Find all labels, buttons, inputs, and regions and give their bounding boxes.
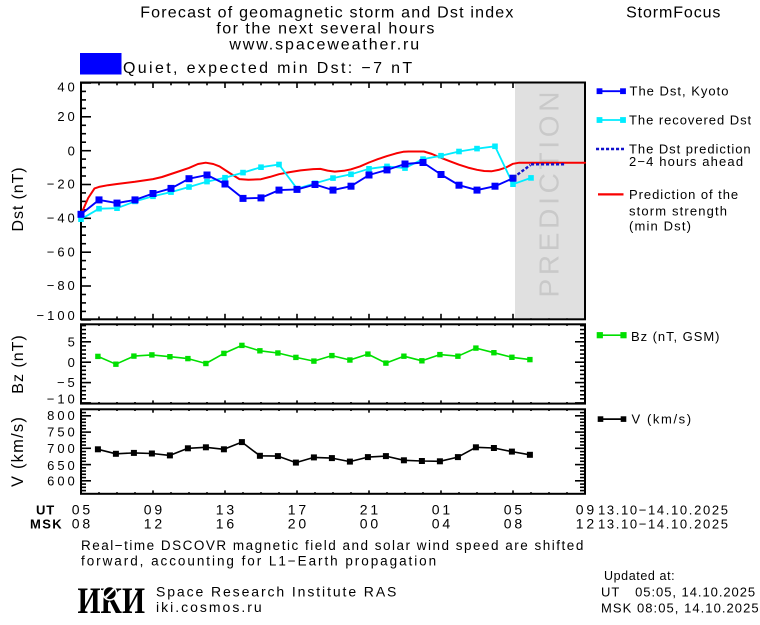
svg-text:16: 16 (216, 516, 237, 532)
svg-text:The Dst, Kyoto: The Dst, Kyoto (630, 84, 730, 99)
svg-text:Real−time DSCOVR magnetic fiel: Real−time DSCOVR magnetic field and sola… (81, 538, 585, 553)
svg-text:−40: −40 (47, 211, 78, 226)
svg-text:13: 13 (216, 502, 237, 518)
svg-text:www.spaceweather.ru: www.spaceweather.ru (228, 37, 421, 54)
svg-text:The recovered Dst: The recovered Dst (629, 112, 752, 127)
svg-text:V (km/s): V (km/s) (9, 416, 27, 487)
svg-text:700: 700 (47, 441, 78, 456)
svg-text:Dst (nT): Dst (nT) (10, 167, 27, 232)
svg-text:Bz (nT): Bz (nT) (10, 334, 27, 393)
svg-text:13.10−14.10.2025: 13.10−14.10.2025 (598, 503, 730, 518)
svg-text:2−4 hours ahead: 2−4 hours ahead (629, 154, 744, 169)
svg-text:−80: −80 (47, 278, 78, 293)
svg-text:−5: −5 (57, 375, 78, 390)
svg-text:05: 05 (504, 502, 525, 518)
svg-text:05: 05 (72, 502, 93, 518)
svg-text:MSK 08:05, 14.10.2025: MSK 08:05, 14.10.2025 (601, 601, 760, 616)
svg-text:PREDICTION: PREDICTION (534, 86, 565, 298)
svg-text:storm strength: storm strength (629, 204, 728, 219)
svg-text:UT 05:05, 14.10.2025: UT 05:05, 14.10.2025 (601, 585, 756, 600)
svg-text:−100: −100 (37, 308, 78, 323)
svg-text:01: 01 (432, 502, 453, 518)
svg-text:650: 650 (47, 458, 78, 473)
svg-text:−20: −20 (47, 177, 78, 192)
svg-text:The Dst prediction: The Dst prediction (629, 142, 752, 157)
svg-text:MSK: MSK (30, 517, 63, 532)
svg-text:UT: UT (36, 503, 55, 518)
svg-text:09: 09 (576, 502, 597, 518)
svg-text:00: 00 (360, 516, 381, 532)
svg-text:(min Dst): (min Dst) (629, 219, 692, 234)
svg-text:17: 17 (288, 502, 309, 518)
svg-text:12: 12 (576, 516, 597, 532)
svg-text:0: 0 (68, 143, 78, 158)
svg-text:40: 40 (57, 79, 77, 94)
svg-text:Forecast of geomagnetic storm: Forecast of geomagnetic storm and Dst in… (140, 5, 514, 22)
svg-text:Bz (nT, GSM): Bz (nT, GSM) (631, 329, 720, 344)
svg-text:5: 5 (68, 335, 78, 350)
svg-text:for the next several hours: for the next several hours (216, 21, 436, 38)
svg-text:08: 08 (72, 516, 93, 532)
svg-text:13.10−14.10.2025: 13.10−14.10.2025 (598, 517, 730, 532)
svg-text:12: 12 (144, 516, 165, 532)
svg-text:forward, accounting for L1−Ear: forward, accounting for L1−Earth propaga… (81, 554, 438, 569)
svg-text:Quiet, expected min Dst: −7 nT: Quiet, expected min Dst: −7 nT (123, 60, 415, 77)
svg-text:StormFocus: StormFocus (626, 5, 721, 22)
svg-text:Space Research Institute RAS: Space Research Institute RAS (156, 584, 398, 600)
svg-text:V (km/s): V (km/s) (632, 412, 693, 427)
svg-text:09: 09 (144, 502, 165, 518)
svg-text:0: 0 (68, 355, 78, 370)
svg-text:20: 20 (288, 516, 309, 532)
svg-text:20: 20 (57, 109, 77, 124)
svg-text:08: 08 (504, 516, 525, 532)
svg-text:iki.cosmos.ru: iki.cosmos.ru (156, 599, 264, 615)
svg-text:21: 21 (360, 502, 381, 518)
svg-text:−60: −60 (47, 244, 78, 259)
svg-text:600: 600 (47, 474, 78, 489)
svg-text:Updated at:: Updated at: (604, 569, 675, 583)
svg-text:−10: −10 (47, 392, 78, 407)
svg-text:750: 750 (47, 425, 78, 440)
svg-text:04: 04 (432, 516, 453, 532)
svg-text:800: 800 (47, 408, 78, 423)
svg-text:Prediction of the: Prediction of the (629, 187, 739, 202)
